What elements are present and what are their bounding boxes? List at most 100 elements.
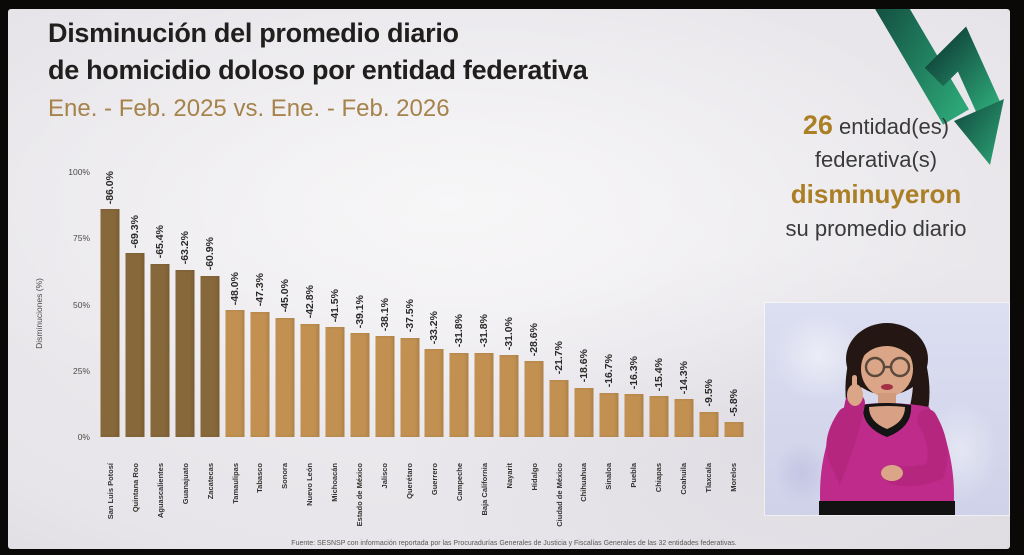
x-axis-label: Tabasco [255,463,265,493]
bar [424,349,444,437]
bar-slot: -14.3% [671,172,696,437]
x-label-slot: Puebla [621,463,646,543]
bar-value-label: -9.5% [702,379,715,407]
bar [400,337,420,437]
bar-value-label: -31.8% [478,314,491,348]
x-label-slot: Hidalgo [522,463,547,543]
bar-value-label: -60.9% [204,237,217,271]
bar [375,336,395,437]
x-label-slot: San Luis Potosí [98,463,123,543]
x-axis-labels: San Luis Potosí Quintana Roo Aguascaliente… [98,463,746,543]
x-label-slot: Morelos [721,463,746,543]
x-axis-label: Sonora [280,463,290,489]
bar-value-label: -69.3% [129,215,142,249]
bar [125,253,145,437]
y-axis-tick: 50% [72,299,90,310]
bar-slot: -47.3% [248,172,273,437]
bar-slot: -16.3% [621,172,646,437]
bar-slot: -37.5% [397,172,422,437]
y-axis-tick: 75% [72,233,90,244]
x-axis-label: Tamaulipas [230,463,240,504]
bar-value-label: -31.8% [453,314,466,348]
x-label-slot: Campeche [447,463,472,543]
highlight-count: 26 [802,110,833,140]
x-label-slot: Guanajuato [173,463,198,543]
x-label-slot: Chiapas [646,463,671,543]
x-label-slot: Tabasco [248,463,273,543]
bar-chart: Disminuciones (%) 0% 25% 50% 75% 100% -86.0%… [34,160,756,546]
bar [599,392,619,437]
bar-slot: -45.0% [272,172,297,437]
bar [200,275,220,437]
bar-value-label: -15.4% [652,357,665,392]
bar-slot: -15.4% [646,172,671,437]
x-label-slot: Quintana Roo [123,463,148,543]
highlight-line-1: 26 entidad(es) [760,109,992,143]
bar-slot: -16.7% [596,172,621,437]
bar-slot: -31.0% [497,172,522,437]
bar-value-label: -86.0% [104,170,117,205]
bar-slot: -9.5% [696,172,721,437]
bar-slot: -5.8% [721,172,746,437]
title-line-1: Disminución del promedio diario [48,18,459,48]
x-label-slot: Querétaro [397,463,422,543]
x-axis-label: Guanajuato [180,463,190,505]
y-axis-tick: 25% [72,365,90,376]
plot-area: -86.0% -69.3% -65.4% -63.2% -60.9% -48.0% -47.… [98,170,746,437]
x-label-slot: Estado de México [347,463,372,543]
bar-value-label: -37.5% [403,299,416,333]
bar-slot: -31.8% [447,172,472,437]
bar-value-label: -65.4% [154,225,167,259]
bar-value-label: -33.2% [428,310,441,345]
y-axis: 0% 25% 50% 75% 100% [50,167,92,442]
bar-slot: -38.1% [372,172,397,437]
highlight-panel: 26 entidad(es) federativa(s) disminuyero… [760,109,992,245]
bar-value-label: -16.3% [627,355,640,389]
x-label-slot: Baja California [472,463,497,543]
bar-value-label: -42.8% [303,285,316,319]
bar [699,411,719,437]
interpreter-figure [819,323,955,515]
x-label-slot: Nayarit [497,463,522,543]
y-axis-title: Disminuciones (%) [34,278,44,349]
x-axis-label: Zacatecas [205,463,215,500]
bar [300,323,320,437]
x-label-slot: Tlaxcala [696,463,721,543]
bar [474,352,494,437]
highlight-line-4: su promedio diario [785,216,967,241]
x-label-slot: Aguascalientes [148,463,173,543]
x-label-slot: Coahuila [671,463,696,543]
bar-value-label: -38.1% [378,297,391,332]
highlight-verb: disminuyeron [790,179,962,209]
x-axis-label: Sinaloa [604,463,614,490]
bar-slot: -18.6% [572,172,597,437]
bar-slot: -33.2% [422,172,447,437]
bar [674,399,694,437]
bar-value-label: -18.6% [577,349,590,383]
bar [250,311,270,437]
sign-language-interpreter-video [765,303,1009,515]
x-axis-label: San Luis Potosí [105,463,115,520]
page-title: Disminución del promedio diario de homic… [48,15,588,89]
bar-slot: -31.8% [472,172,497,437]
x-label-slot: Jalisco [372,463,397,543]
x-axis-label: Aguascalientes [155,463,165,519]
bar-slot: -63.2% [173,172,198,437]
y-axis-tick: 100% [68,167,90,177]
bar-value-label: -63.2% [179,231,192,265]
bar-value-label: -39.1% [353,295,366,329]
x-label-slot: Tamaulipas [223,463,248,543]
x-label-slot: Zacatecas [198,463,223,543]
bar [350,333,370,437]
bar [449,352,469,437]
bar [150,263,170,437]
bar-value-label: -28.6% [528,322,541,357]
x-axis-label: Coahuila [679,463,689,495]
downtrend-arrow-icon [838,9,1008,179]
bar [574,387,594,437]
bar-slot: -60.9% [198,172,223,437]
x-label-slot: Sinaloa [596,463,621,543]
bar-value-label: -16.7% [602,354,615,388]
bar-value-label: -21.7% [553,341,566,375]
x-label-slot: Guerrero [422,463,447,543]
